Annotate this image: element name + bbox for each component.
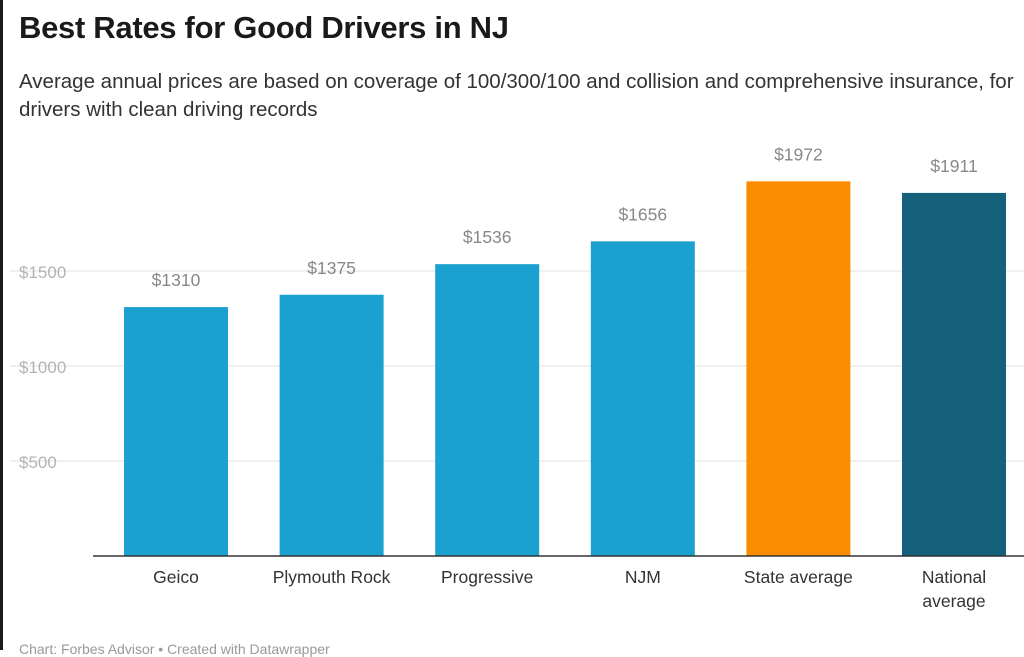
- bar: [435, 264, 540, 556]
- data-label: $1310: [152, 270, 201, 290]
- data-label: $1656: [618, 204, 667, 224]
- y-tick-label: $1000: [19, 358, 66, 377]
- x-tick-label: State average: [744, 567, 853, 587]
- x-tick-label: Plymouth Rock: [273, 567, 391, 587]
- chart-footer: Chart: Forbes Advisor • Created with Dat…: [19, 641, 330, 657]
- data-label: $1911: [930, 156, 977, 176]
- window-edge: [0, 0, 3, 650]
- bar: [902, 192, 1006, 556]
- x-tick-label: National: [922, 567, 986, 587]
- x-tick-label: NJM: [625, 567, 661, 587]
- chart-title: Best Rates for Good Drivers in NJ: [19, 10, 509, 45]
- bar: [279, 294, 384, 556]
- x-tick-label: Geico: [153, 567, 199, 587]
- bar: [746, 181, 851, 556]
- bar: [124, 307, 228, 556]
- y-tick-label: $500: [19, 453, 57, 472]
- bar: [590, 241, 695, 557]
- data-label: $1375: [307, 258, 356, 278]
- x-tick-label: average: [922, 591, 985, 611]
- chart-subtitle: Average annual prices are based on cover…: [19, 70, 1014, 121]
- data-label: $1972: [774, 144, 823, 164]
- data-label: $1536: [463, 227, 512, 247]
- x-tick-label: Progressive: [441, 567, 533, 587]
- y-tick-label: $1500: [19, 263, 66, 282]
